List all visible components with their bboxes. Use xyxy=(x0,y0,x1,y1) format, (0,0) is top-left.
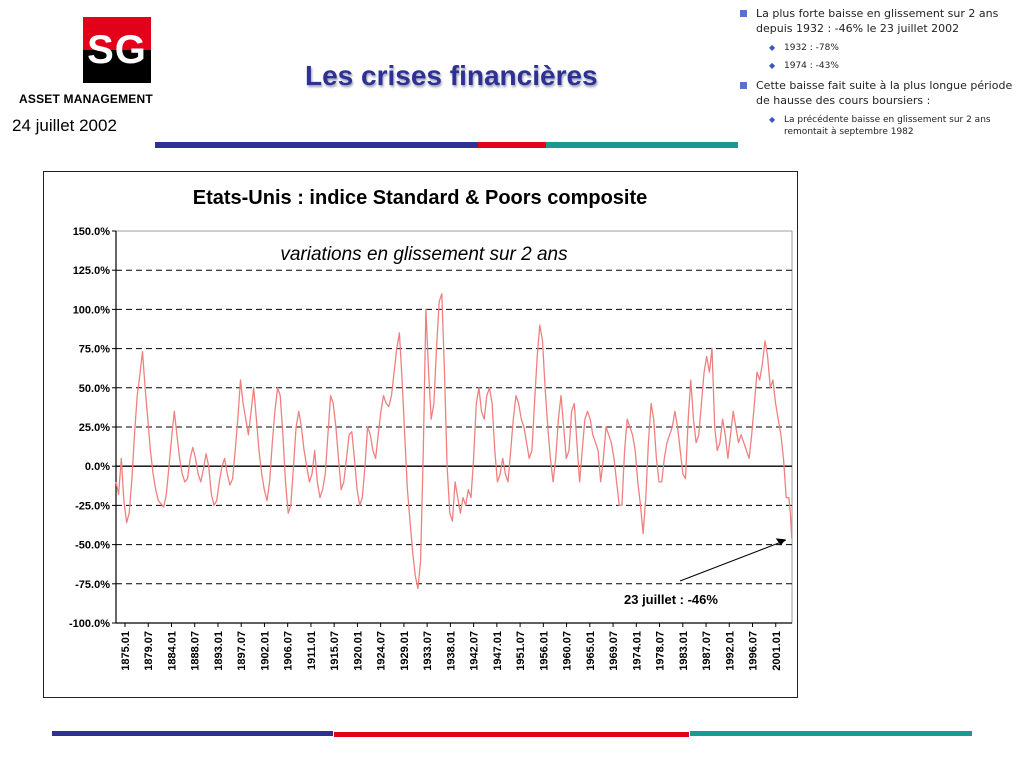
x-tick-label: 1879.07 xyxy=(143,631,155,671)
x-tick-label: 1951.07 xyxy=(515,631,527,671)
x-tick-label: 1960.07 xyxy=(562,631,574,671)
y-tick-label: 125.0% xyxy=(73,265,111,277)
sub-bullet-item: 1932 : -78% xyxy=(740,42,1024,54)
y-tick-label: -50.0% xyxy=(75,540,110,552)
x-tick-label: 1929.01 xyxy=(399,631,411,671)
sub-bullet-item: La précédente baisse en glissement sur 2… xyxy=(740,114,1024,138)
chart-subtitle: variations en glissement sur 2 ans xyxy=(280,244,568,265)
x-tick-label: 1888.07 xyxy=(190,631,202,671)
x-tick-label: 1884.01 xyxy=(166,631,178,671)
sp-composite-chart: Etats-Unis : indice Standard & Poors com… xyxy=(69,187,793,671)
x-tick-label: 1965.01 xyxy=(585,631,597,671)
series-line xyxy=(115,293,793,590)
logo-text: SG xyxy=(87,28,147,72)
y-tick-label: 100.0% xyxy=(73,304,111,316)
x-tick-label: 1933.07 xyxy=(422,631,434,671)
chart-frame: Etats-Unis : indice Standard & Poors com… xyxy=(43,171,798,698)
x-tick-label: 1893.01 xyxy=(213,631,225,671)
x-tick-label: 1911.01 xyxy=(306,631,318,670)
x-tick-label: 1875.01 xyxy=(120,631,132,671)
x-tick-label: 2001.01 xyxy=(771,631,783,671)
annotation-arrowhead xyxy=(775,538,786,546)
bottom-rule-teal xyxy=(690,731,972,736)
x-tick-label: 1942.07 xyxy=(469,631,481,671)
y-tick-label: 0.0% xyxy=(85,461,110,473)
x-tick-label: 1947.01 xyxy=(492,631,504,671)
y-tick-label: -25.0% xyxy=(75,500,110,512)
y-tick-label: 25.0% xyxy=(79,422,110,434)
y-tick-label: -75.0% xyxy=(75,579,110,591)
bottom-rule-navy xyxy=(52,731,333,736)
top-rule-teal xyxy=(546,142,738,148)
x-tick-label: 1938.01 xyxy=(445,631,457,671)
top-rule-red xyxy=(478,142,546,148)
annotation-label: 23 juillet : -46% xyxy=(624,592,718,607)
y-tick-label: 75.0% xyxy=(79,344,110,356)
bullet-item: Cette baisse fait suite à la plus longue… xyxy=(740,78,1024,108)
x-tick-label: 1974.01 xyxy=(631,631,643,671)
chart-title: Etats-Unis : indice Standard & Poors com… xyxy=(193,187,648,209)
x-tick-label: 1902.01 xyxy=(259,631,271,671)
annotation-arrow xyxy=(679,539,786,582)
x-tick-label: 1897.07 xyxy=(236,631,248,671)
x-tick-label: 1924.07 xyxy=(376,631,388,671)
x-tick-label: 1996.07 xyxy=(748,631,760,671)
company-name: ASSET MANAGEMENT xyxy=(19,92,153,106)
report-date: 24 juillet 2002 xyxy=(12,116,117,135)
x-tick-label: 1920.01 xyxy=(352,631,364,671)
x-tick-label: 1992.01 xyxy=(724,631,736,671)
x-tick-label: 1915.07 xyxy=(329,631,341,671)
page-title: Les crises financières xyxy=(305,60,598,91)
bullet-item: La plus forte baisse en glissement sur 2… xyxy=(740,6,1024,36)
y-tick-label: 50.0% xyxy=(79,383,110,395)
top-rule-navy xyxy=(155,142,478,148)
bullet-list: La plus forte baisse en glissement sur 2… xyxy=(740,6,1024,144)
x-tick-label: 1906.07 xyxy=(283,631,295,671)
x-tick-label: 1987.07 xyxy=(701,631,713,671)
y-tick-label: -100.0% xyxy=(69,618,110,630)
x-tick-label: 1983.01 xyxy=(678,631,690,671)
x-tick-label: 1956.01 xyxy=(538,631,550,671)
y-tick-label: 150.0% xyxy=(73,226,111,238)
sub-bullet-item: 1974 : -43% xyxy=(740,60,1024,72)
x-tick-label: 1969.07 xyxy=(608,631,620,671)
bottom-rule-red xyxy=(334,732,689,737)
x-tick-label: 1978.07 xyxy=(655,631,667,671)
sg-logo: SG xyxy=(83,17,151,83)
